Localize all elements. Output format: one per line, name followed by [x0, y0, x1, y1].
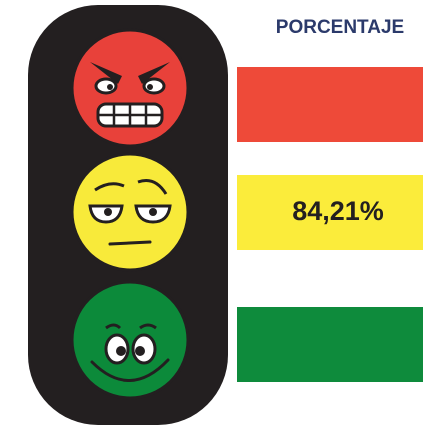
title: PORCENTAJE — [276, 17, 404, 38]
happy-face — [72, 282, 188, 398]
yellow-value: 84,21% — [292, 196, 384, 226]
neutral-face — [72, 154, 188, 270]
green-bar — [237, 307, 423, 382]
page: PORCENTAJE 84,21% (() => { const data = … — [0, 0, 423, 429]
traffic-light-infographic: PORCENTAJE 84,21% — [0, 0, 423, 429]
angry-face — [72, 30, 188, 146]
red-bar — [237, 67, 423, 142]
